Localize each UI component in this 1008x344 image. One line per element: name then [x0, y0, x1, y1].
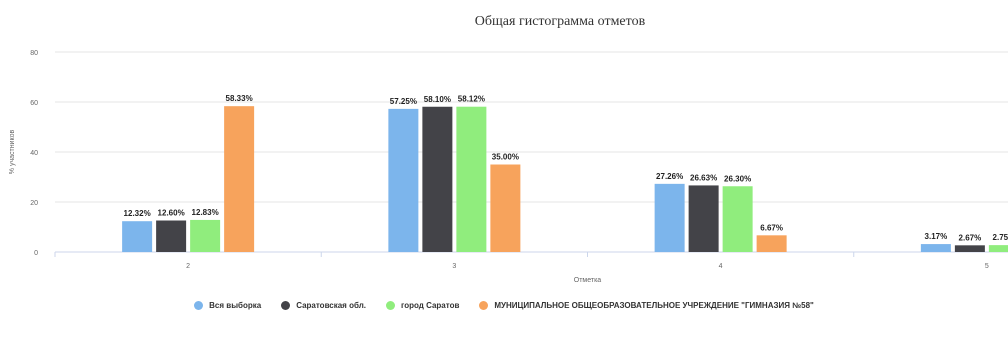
- y-axis-title: % участников: [9, 130, 16, 175]
- bar: [654, 183, 685, 252]
- bar: [456, 106, 487, 252]
- x-tick-label: 2: [186, 263, 190, 270]
- legend-marker: [386, 301, 396, 310]
- x-tick-label: 4: [719, 263, 723, 270]
- legend-item[interactable]: МУНИЦИПАЛЬНОЕ ОБЩЕОБРАЗОВАТЕЛЬНОЕ УЧРЕЖД…: [479, 301, 814, 310]
- plot-area: 0 20 40 60 80 % участников 2 3 4 5 Отметка 12.32% 57…: [9, 50, 1008, 284]
- bar: [490, 164, 521, 252]
- legend-label: Саратовская обл.: [296, 301, 367, 310]
- x-axis-title: Отметка: [574, 277, 602, 284]
- y-tick-label: 80: [30, 50, 38, 57]
- legend-item[interactable]: город Саратов: [386, 301, 459, 310]
- legend-marker: [194, 301, 204, 310]
- data-label: 12.83%: [192, 208, 219, 217]
- bar: [156, 220, 187, 252]
- bar: [122, 221, 153, 252]
- y-tick-label: 0: [34, 250, 38, 257]
- data-label: 6.67%: [760, 223, 783, 232]
- x-tick-label: 3: [452, 263, 456, 270]
- bar: [422, 106, 453, 252]
- data-label: 58.33%: [226, 94, 253, 103]
- data-label: 26.30%: [724, 174, 751, 183]
- data-label: 27.26%: [656, 172, 683, 181]
- bar: [190, 219, 221, 252]
- bar: [688, 185, 719, 252]
- legend-item[interactable]: Саратовская обл.: [281, 301, 366, 310]
- data-label: 26.63%: [690, 173, 717, 182]
- legend-item[interactable]: Вся выборка: [194, 301, 261, 310]
- bar: [388, 108, 419, 252]
- data-label: 35.00%: [492, 153, 519, 162]
- legend-label: МУНИЦИПАЛЬНОЕ ОБЩЕОБРАЗОВАТЕЛЬНОЕ УЧРЕЖД…: [494, 301, 814, 310]
- data-label: 2.67%: [959, 233, 982, 242]
- data-label: 58.12%: [458, 95, 485, 104]
- x-tick-label: 5: [985, 263, 989, 270]
- y-tick-label: 20: [30, 200, 38, 207]
- legend-label: город Саратов: [401, 301, 460, 310]
- data-label: 57.25%: [390, 97, 417, 106]
- bar: [756, 235, 787, 252]
- chart-title: Общая гистограмма отметов: [474, 14, 646, 29]
- bar: [722, 186, 753, 252]
- bar: [920, 244, 951, 252]
- legend: Вся выборка Саратовская обл. город Саратов…: [0, 301, 1008, 310]
- legend-marker: [281, 301, 291, 310]
- bar: [988, 245, 1008, 252]
- data-label: 58.10%: [424, 95, 451, 104]
- y-tick-label: 60: [30, 100, 38, 107]
- data-label: 2.75%: [993, 233, 1008, 242]
- y-tick-label: 40: [30, 150, 38, 157]
- bar: [224, 106, 255, 252]
- data-label: 12.32%: [124, 209, 151, 218]
- data-label: 3.17%: [925, 232, 948, 241]
- legend-marker: [479, 301, 489, 310]
- data-label: 12.60%: [158, 209, 185, 218]
- bar: [954, 245, 985, 252]
- legend-label: Вся выборка: [209, 301, 262, 310]
